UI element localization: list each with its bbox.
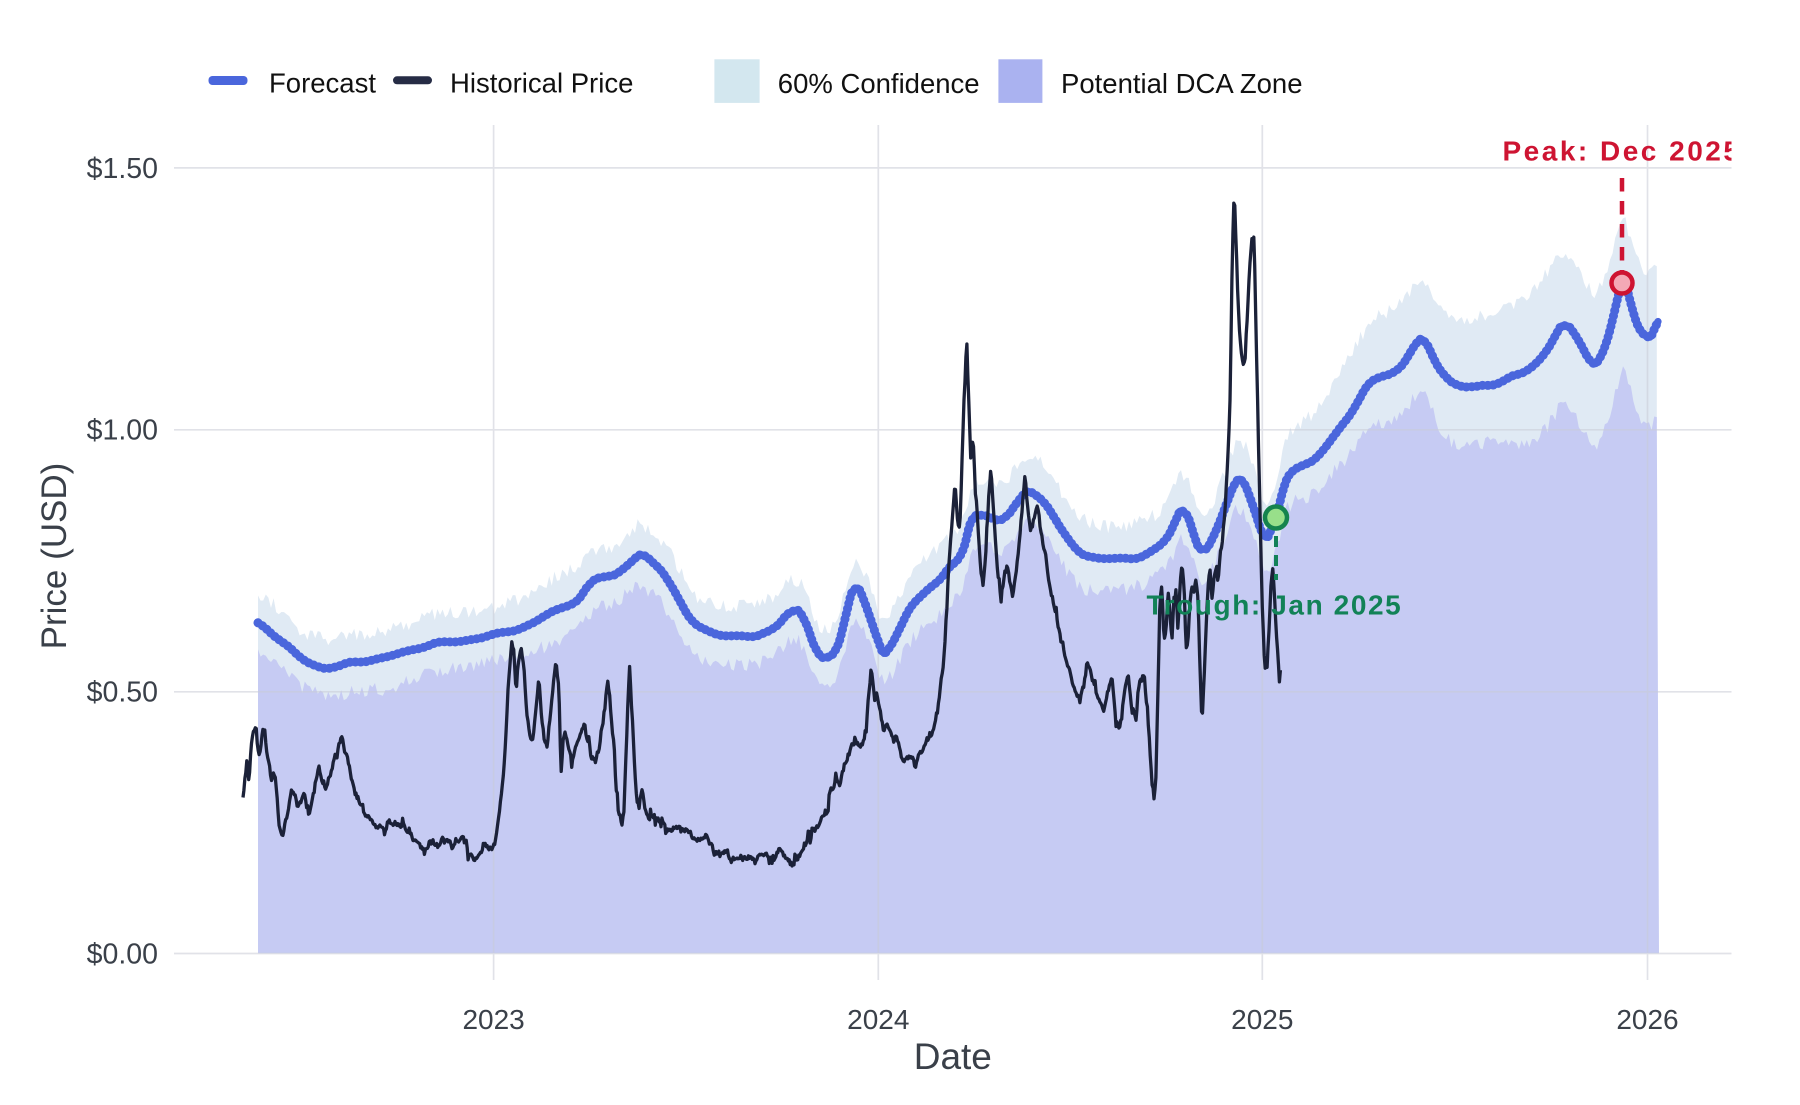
- svg-text:Peak: Dec 2025: Peak: Dec 2025: [1503, 136, 1742, 167]
- svg-text:60% Confidence: 60% Confidence: [778, 68, 980, 99]
- svg-text:$0.50: $0.50: [87, 677, 158, 709]
- svg-text:2026: 2026: [1616, 1004, 1678, 1035]
- svg-text:Price (USD): Price (USD): [35, 463, 74, 650]
- svg-text:$0.00: $0.00: [87, 938, 158, 970]
- svg-text:$1.50: $1.50: [87, 153, 158, 185]
- svg-text:2023: 2023: [462, 1004, 524, 1035]
- svg-text:2024: 2024: [847, 1004, 909, 1035]
- svg-text:Historical Price: Historical Price: [450, 68, 633, 99]
- svg-text:Trough: Jan 2025: Trough: Jan 2025: [1146, 590, 1402, 621]
- svg-text:$1.00: $1.00: [87, 415, 158, 447]
- svg-text:2025: 2025: [1231, 1004, 1293, 1035]
- svg-text:Potential DCA Zone: Potential DCA Zone: [1061, 68, 1303, 99]
- svg-text:Forecast: Forecast: [269, 68, 376, 99]
- svg-text:Date: Date: [914, 1036, 992, 1077]
